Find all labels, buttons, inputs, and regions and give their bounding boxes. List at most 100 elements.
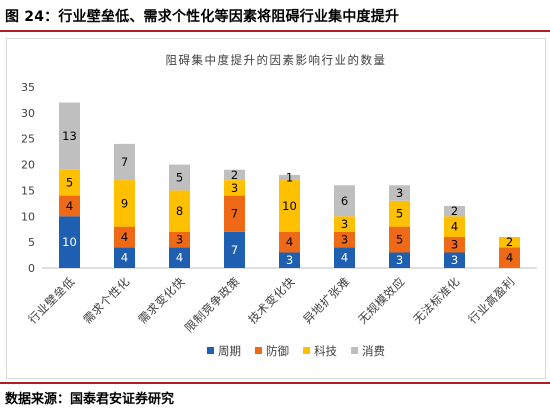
- x-tick-label: 限制竞争政策: [182, 274, 243, 335]
- bar-segment: [334, 231, 355, 248]
- bar-segment: [59, 169, 80, 196]
- bar-segment: [59, 216, 80, 268]
- data-label: 3: [396, 186, 403, 200]
- x-tick-label: 行业壁垒低: [25, 274, 77, 326]
- bar-segment: [59, 102, 80, 170]
- bar-segment: [114, 180, 135, 227]
- bar-segment: [444, 216, 465, 237]
- data-label: 4: [176, 251, 183, 265]
- x-tick-label: 需求变化快: [135, 274, 187, 326]
- data-label: 4: [451, 220, 458, 234]
- y-tick-label: 35: [21, 81, 35, 94]
- data-label: 3: [286, 253, 293, 267]
- bar-segment: [279, 180, 300, 232]
- bar-segment: [389, 252, 410, 268]
- bar-segment: [334, 216, 355, 232]
- figure-title: 图 24：行业壁垒低、需求个性化等因素将阻碍行业集中度提升: [5, 9, 400, 25]
- legend-swatch: [351, 347, 358, 354]
- data-label: 2: [231, 168, 238, 182]
- bar-segment: [224, 180, 245, 196]
- bar-segment: [334, 185, 355, 217]
- legend-label: 防御: [266, 344, 289, 358]
- bar-segment: [279, 174, 300, 181]
- bar-segment: [279, 252, 300, 268]
- data-label: 3: [396, 253, 403, 267]
- data-label: 5: [396, 207, 403, 221]
- chart-frame: 阻碍集中度提升的因素影响行业的数量 0 5 10 15 20 25 30 35 10 4 5 13 4…: [6, 38, 546, 379]
- data-label: 10: [282, 199, 297, 213]
- data-label: 4: [121, 251, 128, 265]
- data-label: 2: [506, 235, 513, 249]
- bar-segment: [279, 231, 300, 253]
- y-tick-label: 5: [28, 236, 35, 249]
- bar-segment: [334, 247, 355, 268]
- legend-swatch: [303, 347, 310, 354]
- data-label: 3: [341, 233, 348, 247]
- y-tick-label: 30: [21, 107, 35, 120]
- data-label: 5: [176, 171, 183, 185]
- data-label: 4: [121, 230, 128, 244]
- bar-segment: [499, 236, 520, 248]
- bar-segment: [114, 143, 135, 181]
- data-label: 9: [121, 196, 128, 210]
- bar-segment: [444, 205, 465, 217]
- y-tick-label: 25: [21, 133, 35, 146]
- bar-segment: [224, 195, 245, 232]
- x-tick-label: 技术变化快: [245, 274, 297, 326]
- x-tick-label: 异地扩张难: [300, 274, 352, 326]
- bar-segment: [169, 231, 190, 248]
- data-label: 6: [341, 194, 348, 208]
- x-tick-label: 无规模效应: [355, 274, 407, 326]
- data-label: 3: [231, 181, 238, 195]
- source-note: 数据来源：国泰君安证券研究: [5, 392, 175, 407]
- legend-swatch: [255, 347, 262, 354]
- data-label: 2: [451, 204, 458, 218]
- bar-segment: [169, 247, 190, 268]
- bar-segment: [224, 169, 245, 181]
- legend-label: 科技: [314, 344, 337, 358]
- x-tick-label: 需求个性化: [80, 274, 132, 326]
- bar-segment: [114, 247, 135, 268]
- legend-label: 周期: [218, 344, 241, 358]
- data-label: 7: [231, 207, 238, 221]
- legend-swatch: [207, 347, 214, 354]
- data-label: 3: [341, 217, 348, 231]
- y-tick-label: 10: [21, 210, 35, 223]
- bar-segment: [169, 190, 190, 232]
- data-label: 8: [176, 204, 183, 218]
- x-tick-label: 无法标准化: [410, 274, 462, 326]
- bar-segment: [59, 195, 80, 217]
- bar-segment: [389, 226, 410, 253]
- data-label: 1: [286, 171, 293, 185]
- bar-segment: [224, 231, 245, 268]
- data-label: 3: [176, 233, 183, 247]
- data-label: 7: [231, 243, 238, 257]
- bar-segment: [444, 252, 465, 268]
- bar-segment: [169, 164, 190, 191]
- data-label: 3: [451, 253, 458, 267]
- data-label: 4: [66, 199, 73, 213]
- bottom-divider: [0, 382, 550, 384]
- data-label: 4: [506, 251, 513, 265]
- data-label: 5: [66, 176, 73, 190]
- bar-segment: [389, 185, 410, 201]
- data-label: 5: [396, 233, 403, 247]
- bar-segment: [114, 226, 135, 248]
- bar-segment: [444, 236, 465, 253]
- legend-label: 消费: [362, 344, 385, 358]
- data-label: 4: [286, 235, 293, 249]
- bar-segment: [389, 200, 410, 227]
- data-label: 3: [451, 238, 458, 252]
- y-tick-label: 0: [28, 262, 35, 275]
- chart-title: 阻碍集中度提升的因素影响行业的数量: [166, 53, 387, 67]
- y-tick-label: 15: [21, 184, 35, 197]
- data-label: 13: [62, 129, 77, 143]
- data-label: 7: [121, 155, 128, 169]
- x-tick-label: 行业高盈利: [465, 274, 517, 326]
- bar-segment: [499, 247, 520, 268]
- data-label: 4: [341, 251, 348, 265]
- y-tick-label: 20: [21, 159, 35, 172]
